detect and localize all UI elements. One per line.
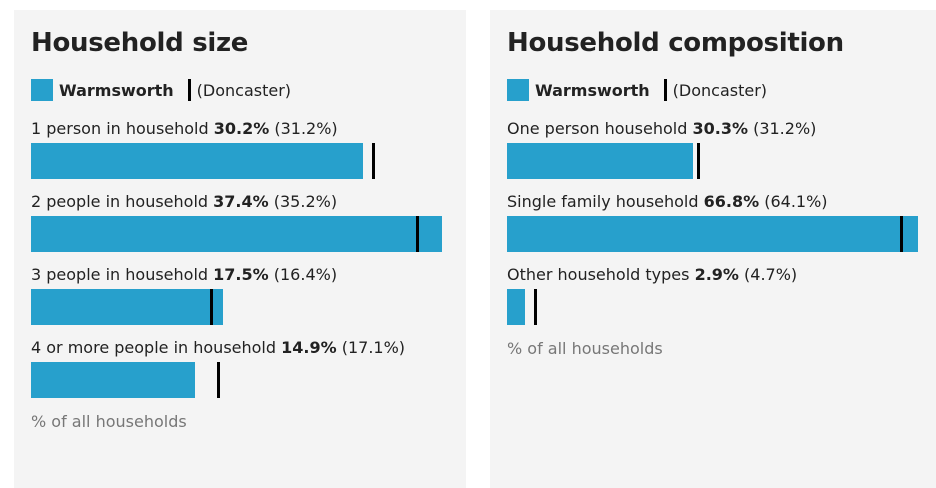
row-label: 2 people in household 37.4% (35.2%) xyxy=(31,191,449,213)
bar-track xyxy=(507,143,919,179)
bar-track xyxy=(507,289,919,325)
row-label: 1 person in household 30.2% (31.2%) xyxy=(31,118,449,140)
legend-swatch xyxy=(31,79,53,101)
row: 3 people in household 17.5% (16.4%) xyxy=(31,264,449,325)
legend: Warmsworth (Doncaster) xyxy=(507,78,919,102)
category-label: 1 person in household xyxy=(31,119,209,138)
value-label: 66.8% xyxy=(703,192,760,211)
comparison-label: (31.2%) xyxy=(274,119,338,138)
panel: Household composition Warmsworth (Doncaste… xyxy=(490,10,936,488)
bar xyxy=(31,143,363,179)
value-label: 37.4% xyxy=(213,192,269,211)
comparison-marker xyxy=(416,216,420,252)
legend-label: (Doncaster) xyxy=(672,80,768,100)
legend: Warmsworth (Doncaster) xyxy=(31,78,449,102)
legend-swatch xyxy=(507,79,529,101)
category-label: 3 people in household xyxy=(31,265,209,284)
bar-track xyxy=(507,216,919,252)
comparison-label: (31.2%) xyxy=(753,119,817,138)
category-label: 2 people in household xyxy=(31,192,209,211)
value-label: 30.3% xyxy=(692,119,748,138)
row: 1 person in household 30.2% (31.2%) xyxy=(31,118,449,179)
comparison-marker xyxy=(217,362,221,398)
bar xyxy=(31,289,224,325)
row-label: Single family household 66.8% (64.1%) xyxy=(507,191,919,213)
row: One person household 30.3% (31.2%) xyxy=(507,118,919,179)
bar-track xyxy=(31,362,449,398)
bar-track xyxy=(31,216,449,252)
value-label: 30.2% xyxy=(213,119,270,138)
comparison-marker xyxy=(372,143,376,179)
bar-track xyxy=(31,289,449,325)
value-label: 2.9% xyxy=(694,265,739,284)
row-label: One person household 30.3% (31.2%) xyxy=(507,118,919,140)
comparison-marker xyxy=(209,289,213,325)
comparison-label: (4.7%) xyxy=(744,265,798,284)
axis-label: % of all households xyxy=(507,339,663,358)
bar xyxy=(31,362,195,398)
row-label: Other household types 2.9% (4.7%) xyxy=(507,264,919,286)
legend-label: Warmsworth xyxy=(59,80,174,100)
bar xyxy=(507,216,918,252)
value-label: 14.9% xyxy=(281,338,337,357)
row: Other household types 2.9% (4.7%) xyxy=(507,264,919,325)
row: 2 people in household 37.4% (35.2%) xyxy=(31,191,449,252)
category-label: Other household types xyxy=(507,265,690,284)
category-label: One person household xyxy=(507,119,688,138)
comparison-marker xyxy=(899,216,903,252)
legend-marker xyxy=(187,79,191,101)
row-label: 3 people in household 17.5% (16.4%) xyxy=(31,264,449,286)
chart-title: Household size xyxy=(31,28,249,58)
comparison-label: (16.4%) xyxy=(273,265,338,284)
bar xyxy=(507,143,694,179)
chart-title: Household composition xyxy=(507,28,844,58)
comparison-marker xyxy=(697,143,701,179)
bar xyxy=(507,289,525,325)
comparison-label: (17.1%) xyxy=(341,338,406,357)
legend-label: Warmsworth xyxy=(535,80,650,100)
comparison-marker xyxy=(534,289,538,325)
panel: Household size Warmsworth (Doncaster) 1 per… xyxy=(14,10,466,488)
axis-label: % of all households xyxy=(31,412,187,431)
comparison-label: (35.2%) xyxy=(273,192,338,211)
row-label: 4 or more people in household 14.9% (17.… xyxy=(31,337,449,359)
bar xyxy=(31,216,442,252)
category-label: Single family household xyxy=(507,192,699,211)
legend-label: (Doncaster) xyxy=(196,80,292,100)
category-label: 4 or more people in household xyxy=(31,338,277,357)
row: 4 or more people in household 14.9% (17.… xyxy=(31,337,449,398)
bar-track xyxy=(31,143,449,179)
comparison-label: (64.1%) xyxy=(764,192,828,211)
row: Single family household 66.8% (64.1%) xyxy=(507,191,919,252)
value-label: 17.5% xyxy=(213,265,269,284)
legend-marker xyxy=(663,79,667,101)
